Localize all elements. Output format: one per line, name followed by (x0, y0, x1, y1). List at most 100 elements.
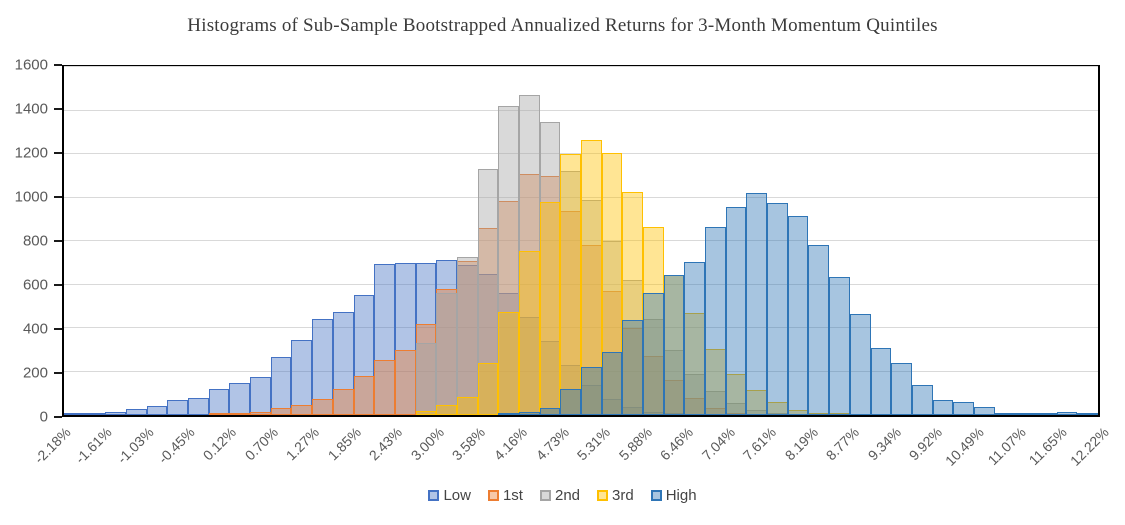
y-axis-label: 600 (22, 276, 48, 294)
bar-low (84, 413, 106, 415)
bar-high (581, 367, 602, 415)
legend-item-high: High (650, 487, 697, 504)
bar-low (270, 356, 292, 415)
y-axis-label: 800 (22, 232, 48, 250)
x-axis-label: -1.03% (113, 424, 157, 467)
bar-high (684, 261, 706, 415)
x-axis-label: 5.31% (573, 424, 614, 464)
bar-3rd (518, 251, 540, 415)
x-axis-label: 8.19% (781, 424, 821, 464)
bar-low (208, 388, 230, 415)
bar-high (560, 388, 581, 415)
bar-high (1077, 413, 1098, 415)
bar-3rd (560, 154, 581, 415)
bar-2nd (436, 293, 457, 415)
x-axis-label: -0.45% (155, 424, 198, 467)
bar-low (64, 413, 85, 415)
legend-label: 3rd (612, 487, 634, 504)
x-axis-label: -2.18% (30, 424, 74, 467)
bar-low (105, 411, 127, 415)
x-axis-label: 1.85% (324, 424, 364, 464)
bar-high (932, 399, 954, 415)
y-axis-label: 1000 (14, 188, 48, 206)
y-axis-label: 1400 (14, 100, 48, 118)
plot-area (62, 65, 1100, 417)
bar-high (829, 276, 850, 415)
bar-high (911, 384, 933, 415)
bar-high (994, 412, 1016, 415)
bar-high (746, 193, 768, 415)
bar-1st (394, 349, 416, 415)
bar-low (291, 339, 313, 415)
bar-3rd (539, 201, 561, 415)
bar-low (146, 405, 168, 415)
legend-item-1st: 1st (487, 487, 523, 504)
bar-high (539, 408, 561, 415)
bar-high (1035, 413, 1057, 415)
bar-low (188, 398, 209, 415)
legend-label: 2nd (554, 487, 581, 504)
bar-1st (312, 398, 333, 415)
legend-label: High (665, 487, 697, 504)
y-axis-tick (54, 196, 62, 198)
bar-high (870, 347, 892, 415)
bar-1st (291, 405, 313, 415)
bar-low (229, 383, 251, 415)
gridline (64, 66, 1098, 67)
bar-high (808, 245, 830, 415)
x-axis-label: 8.77% (822, 424, 863, 464)
bar-high (891, 362, 912, 415)
bar-1st (353, 375, 375, 415)
bar-1st (374, 359, 395, 415)
bar-1st (270, 408, 292, 415)
y-axis-tick (54, 152, 62, 154)
y-axis-tick (54, 372, 62, 374)
legend-item-low: Low (428, 487, 471, 504)
x-axis-label: 7.04% (698, 424, 738, 464)
x-axis-label: 7.61% (739, 424, 780, 464)
bar-high (953, 401, 974, 415)
bar-high (705, 226, 726, 415)
bar-2nd (415, 343, 437, 415)
x-axis-label: 10.49% (941, 424, 987, 469)
x-axis-label: 5.88% (615, 424, 655, 464)
x-axis-label: 0.70% (241, 424, 281, 464)
x-axis-label: 4.73% (532, 424, 572, 464)
bar-high (622, 320, 644, 415)
bar-high (498, 413, 519, 415)
bar-high (725, 207, 747, 415)
x-axis-label: 4.16% (490, 424, 531, 464)
bar-3rd (498, 312, 519, 415)
y-axis-tick (54, 240, 62, 242)
y-axis-label: 200 (22, 364, 48, 382)
bar-high (663, 274, 685, 415)
y-axis-tick (54, 108, 62, 110)
bar-high (767, 202, 788, 415)
x-axis-label: 0.12% (200, 424, 240, 464)
bar-low (250, 376, 271, 415)
bar-1st (208, 413, 230, 415)
chart-title: Histograms of Sub-Sample Bootstrapped An… (187, 15, 938, 36)
y-axis-label: 1600 (14, 56, 48, 74)
legend-swatch-low (428, 490, 440, 501)
legend-swatch-1st (487, 490, 499, 501)
y-axis-tick (54, 64, 62, 66)
bar-high (601, 351, 623, 415)
x-axis-label: 9.34% (864, 424, 904, 464)
x-axis-label: 12.22% (1066, 424, 1112, 469)
bar-low (126, 409, 147, 415)
legend-item-2nd: 2nd (539, 487, 581, 504)
legend-swatch-2nd (539, 490, 551, 501)
y-axis-label: 400 (22, 320, 48, 338)
legend-swatch-3rd (597, 490, 609, 501)
y-axis-tick (54, 416, 62, 418)
bar-high (643, 293, 664, 415)
x-axis-label: 1.27% (283, 424, 323, 464)
bar-1st (332, 388, 354, 415)
legend: Low 1st 2nd 3rd High (0, 487, 1125, 504)
legend-swatch-high (650, 490, 662, 501)
x-axis-label: 2.43% (366, 424, 406, 464)
bar-high (1056, 412, 1078, 415)
bar-3rd (477, 362, 499, 415)
gridline (64, 109, 1098, 111)
